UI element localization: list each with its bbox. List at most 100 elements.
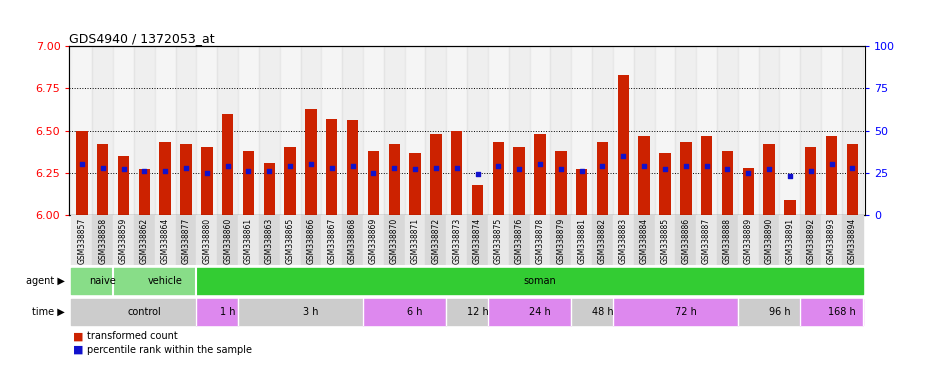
Point: [241, 168, 256, 174]
Bar: [97, 144, 108, 215]
Bar: [780, 215, 800, 265]
Text: agent ▶: agent ▶: [26, 276, 65, 286]
Bar: [738, 46, 758, 215]
Bar: [76, 131, 88, 215]
Bar: [805, 147, 817, 215]
Text: GSM338894: GSM338894: [848, 217, 857, 264]
Bar: [113, 46, 134, 215]
Point: [616, 153, 631, 159]
Bar: [134, 46, 154, 215]
Bar: [238, 215, 259, 265]
Text: 48 h: 48 h: [592, 307, 613, 317]
Bar: [384, 46, 404, 215]
Bar: [717, 46, 738, 215]
Bar: [488, 46, 509, 215]
Text: GSM338888: GSM338888: [723, 217, 732, 263]
Bar: [655, 215, 675, 265]
Text: GSM338890: GSM338890: [765, 217, 773, 264]
Bar: [176, 215, 196, 265]
Text: GSM338876: GSM338876: [514, 217, 524, 264]
Text: 72 h: 72 h: [675, 307, 697, 317]
Bar: [550, 215, 572, 265]
Bar: [509, 46, 530, 215]
Text: GSM338877: GSM338877: [181, 217, 191, 264]
Point: [824, 161, 839, 167]
Text: ■: ■: [73, 331, 84, 341]
Text: GSM338860: GSM338860: [223, 217, 232, 264]
Bar: [638, 136, 650, 215]
Bar: [321, 215, 342, 265]
Bar: [446, 46, 467, 215]
Point: [574, 168, 589, 174]
Point: [533, 161, 548, 167]
Point: [325, 165, 339, 171]
Bar: [592, 46, 613, 215]
Bar: [426, 46, 446, 215]
Text: GSM338872: GSM338872: [431, 217, 440, 264]
Bar: [159, 142, 171, 215]
Text: GSM338875: GSM338875: [494, 217, 503, 264]
Text: GSM338882: GSM338882: [598, 217, 607, 263]
Point: [450, 165, 464, 171]
Bar: [279, 215, 301, 265]
Bar: [488, 215, 509, 265]
Point: [137, 168, 152, 174]
Text: GSM338870: GSM338870: [389, 217, 399, 264]
Text: GSM338883: GSM338883: [619, 217, 628, 264]
Bar: [305, 109, 316, 215]
Text: 3 h: 3 h: [303, 307, 319, 317]
Bar: [592, 215, 613, 265]
Point: [220, 163, 235, 169]
Bar: [71, 215, 92, 265]
Bar: [675, 46, 697, 215]
Bar: [154, 46, 176, 215]
Text: GSM338859: GSM338859: [119, 217, 128, 264]
Bar: [388, 144, 400, 215]
Bar: [201, 147, 213, 215]
Text: GSM338868: GSM338868: [348, 217, 357, 264]
Bar: [426, 215, 446, 265]
Point: [512, 166, 526, 172]
Text: GSM338891: GSM338891: [785, 217, 795, 264]
Point: [783, 173, 797, 179]
Text: GSM338863: GSM338863: [265, 217, 274, 264]
Point: [303, 161, 318, 167]
Bar: [264, 163, 275, 215]
Bar: [217, 215, 238, 265]
Bar: [242, 151, 254, 215]
Text: GSM338871: GSM338871: [411, 217, 420, 264]
Bar: [259, 46, 279, 215]
Text: GSM338867: GSM338867: [327, 217, 337, 264]
Bar: [660, 152, 671, 215]
Point: [75, 161, 90, 167]
Bar: [821, 46, 842, 215]
Bar: [555, 151, 566, 215]
Bar: [613, 215, 634, 265]
Bar: [800, 46, 821, 215]
Point: [408, 166, 423, 172]
Point: [553, 166, 568, 172]
Bar: [618, 75, 629, 215]
Text: GSM338878: GSM338878: [536, 217, 545, 264]
Point: [95, 165, 110, 171]
Bar: [92, 46, 113, 215]
Bar: [363, 46, 384, 215]
Bar: [113, 215, 134, 265]
Bar: [680, 142, 692, 215]
Bar: [71, 46, 92, 215]
Point: [678, 163, 693, 169]
Bar: [597, 142, 609, 215]
Text: GSM338892: GSM338892: [807, 217, 815, 264]
Text: GSM338886: GSM338886: [682, 217, 690, 264]
Bar: [342, 215, 363, 265]
Bar: [509, 215, 530, 265]
Bar: [368, 151, 379, 215]
Text: 1 h: 1 h: [220, 307, 235, 317]
Text: GSM338885: GSM338885: [660, 217, 670, 264]
Bar: [758, 215, 780, 265]
Point: [200, 170, 215, 176]
Bar: [842, 46, 863, 215]
Bar: [493, 142, 504, 215]
Bar: [284, 147, 296, 215]
Bar: [446, 215, 467, 265]
